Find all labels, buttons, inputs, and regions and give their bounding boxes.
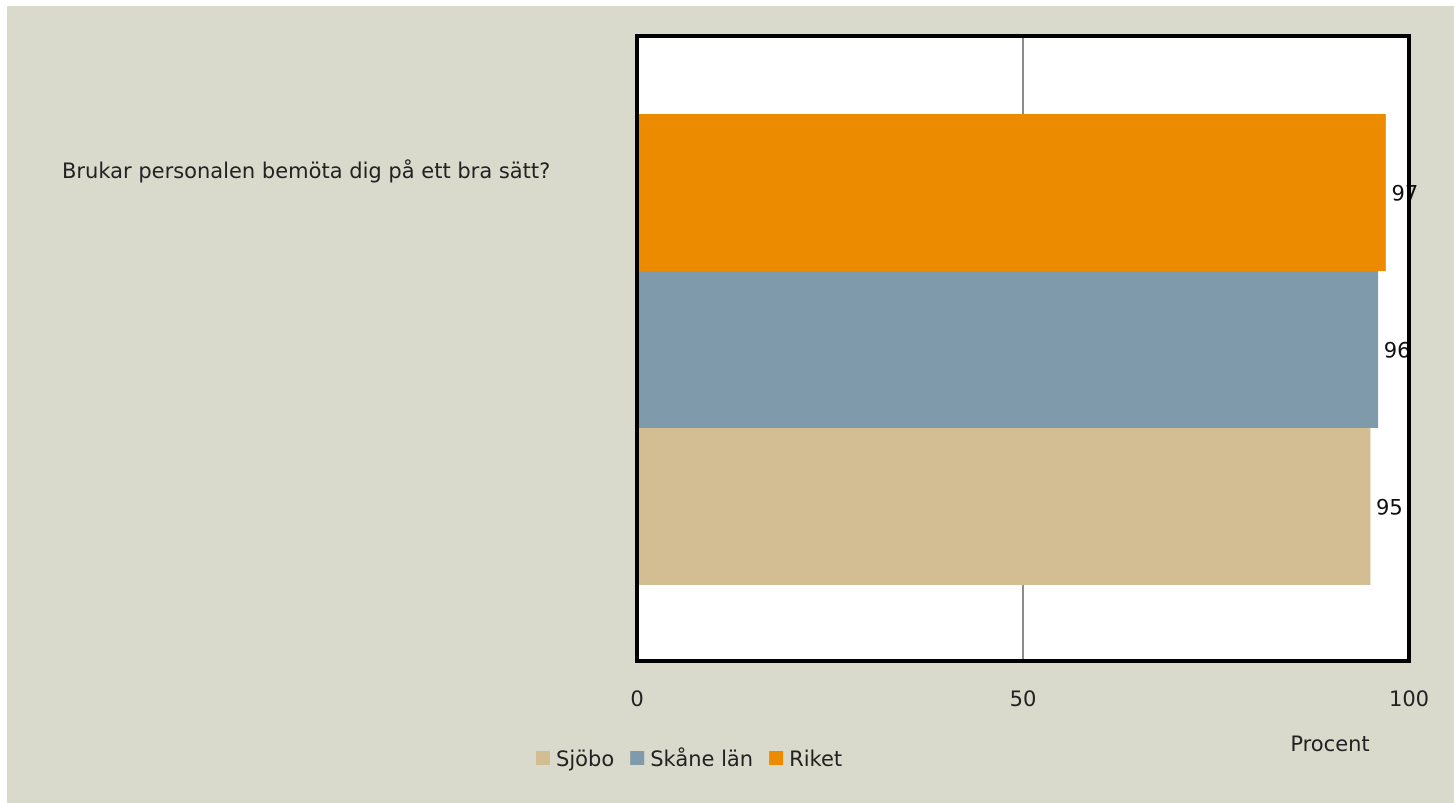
plot-border	[635, 34, 1411, 663]
legend-label-0: Sjöbo	[556, 747, 614, 771]
data-label-1: 96	[1384, 339, 1411, 363]
bar-skåne-län	[637, 271, 1379, 428]
bar-sjöbo	[637, 428, 1371, 585]
x-tick-label-2: 100	[1389, 687, 1429, 711]
legend-swatch-0	[536, 751, 550, 765]
category-label: Brukar personalen bemöta dig på ett bra …	[62, 159, 551, 183]
x-tick-label-1: 50	[1010, 687, 1037, 711]
x-tick-label-0: 0	[630, 687, 643, 711]
legend-label-1: Skåne län	[650, 746, 753, 771]
x-axis-title: Procent	[1290, 732, 1369, 756]
data-label-0: 95	[1376, 496, 1403, 520]
bar-riket	[637, 114, 1386, 271]
legend-label-2: Riket	[789, 747, 842, 771]
legend-swatch-1	[630, 751, 645, 765]
data-label-2: 97	[1391, 182, 1418, 206]
legend-swatch-2	[769, 751, 784, 765]
